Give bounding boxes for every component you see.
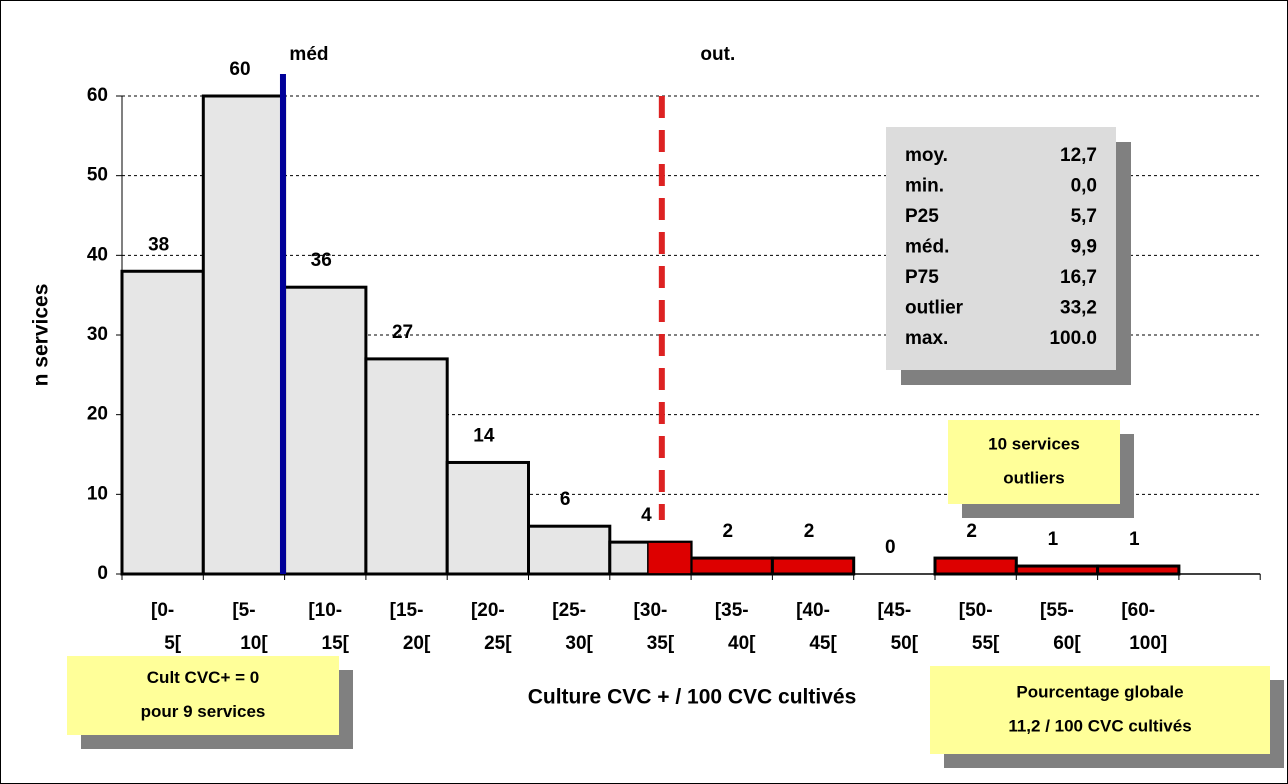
- value-label: 0: [885, 537, 896, 558]
- value-label: 1: [1048, 529, 1059, 550]
- stats-value: 33,2: [1060, 298, 1097, 319]
- stats-value: 16,7: [1060, 267, 1097, 288]
- x-tick-label: [20-25[: [471, 600, 512, 654]
- value-label: 4: [641, 505, 652, 526]
- stats-value: 0,0: [1071, 176, 1097, 197]
- x-tick-label: [50-55[: [959, 600, 1000, 654]
- y-tick-label: 50: [87, 165, 108, 186]
- bar: [933, 556, 1018, 576]
- stats-value: 5,7: [1071, 206, 1097, 227]
- stats-label: max.: [905, 328, 948, 349]
- bar: [1014, 564, 1100, 576]
- x-tick-label: [0-5[: [151, 600, 182, 654]
- stats-value: 9,9: [1071, 237, 1097, 258]
- note-box: [930, 666, 1270, 754]
- stats-label: outlier: [905, 298, 964, 319]
- y-tick-label: 40: [87, 244, 108, 265]
- x-tick-label: [40-45[: [796, 600, 837, 654]
- bar: [120, 269, 205, 576]
- x-tick-label: [55-60[: [1040, 600, 1081, 654]
- stats-label: min.: [905, 176, 944, 197]
- value-label: 2: [804, 521, 815, 542]
- value-label: 27: [392, 322, 413, 343]
- value-label: 6: [560, 489, 571, 510]
- stats-label: P75: [905, 267, 939, 288]
- x-axis-title: Culture CVC + / 100 CVC cultivés: [528, 686, 857, 709]
- bar: [770, 556, 856, 576]
- value-label: 36: [311, 250, 332, 271]
- bar: [364, 357, 449, 576]
- marker-label: out.: [700, 44, 735, 65]
- note-text: 11,2 / 100 CVC cultivés: [1008, 716, 1191, 735]
- value-label: 60: [229, 59, 250, 80]
- bar: [445, 460, 531, 576]
- marker-label: méd: [289, 44, 328, 65]
- y-tick-label: 20: [87, 404, 108, 425]
- value-label: 1: [1129, 529, 1140, 550]
- note-text: pour 9 services: [141, 702, 266, 721]
- stats-label: P25: [905, 206, 939, 227]
- note-text: 10 services: [988, 434, 1080, 453]
- value-label: 2: [966, 521, 977, 542]
- value-label: 14: [473, 425, 495, 446]
- x-tick-label: [35-40[: [715, 600, 756, 654]
- x-tick-label: [60-100]: [1121, 600, 1167, 654]
- bar: [283, 285, 368, 576]
- x-tick-label: [30-35[: [634, 600, 675, 654]
- outlier-bar: [647, 541, 692, 575]
- stats-box: [886, 127, 1116, 370]
- note-text: Pourcentage globale: [1016, 682, 1183, 701]
- bar: [689, 556, 774, 576]
- note-text: outliers: [1003, 468, 1064, 487]
- bar: [201, 94, 287, 576]
- x-tick-label: [25-30[: [552, 600, 593, 654]
- note-box: [67, 656, 339, 735]
- y-axis-title: n services: [30, 284, 53, 387]
- bar: [1096, 564, 1181, 576]
- x-tick-label: [10-15[: [308, 600, 349, 654]
- x-tick-label: [45-50[: [877, 600, 918, 654]
- stats-label: moy.: [905, 145, 948, 166]
- y-tick-label: 10: [87, 483, 108, 504]
- stats-label: méd.: [905, 237, 949, 258]
- note-text: Cult CVC+ = 0: [147, 668, 259, 687]
- y-tick-label: 0: [97, 563, 108, 584]
- stats-value: 12,7: [1060, 145, 1097, 166]
- bar: [527, 524, 612, 576]
- y-tick-label: 60: [87, 85, 108, 106]
- y-tick-label: 30: [87, 324, 108, 345]
- stats-value: 100.0: [1049, 328, 1097, 349]
- note-box: [948, 420, 1120, 504]
- value-label: 2: [722, 521, 733, 542]
- value-label: 38: [148, 234, 169, 255]
- x-tick-label: [15-20[: [390, 600, 431, 654]
- x-tick-label: [5-10[: [232, 600, 268, 654]
